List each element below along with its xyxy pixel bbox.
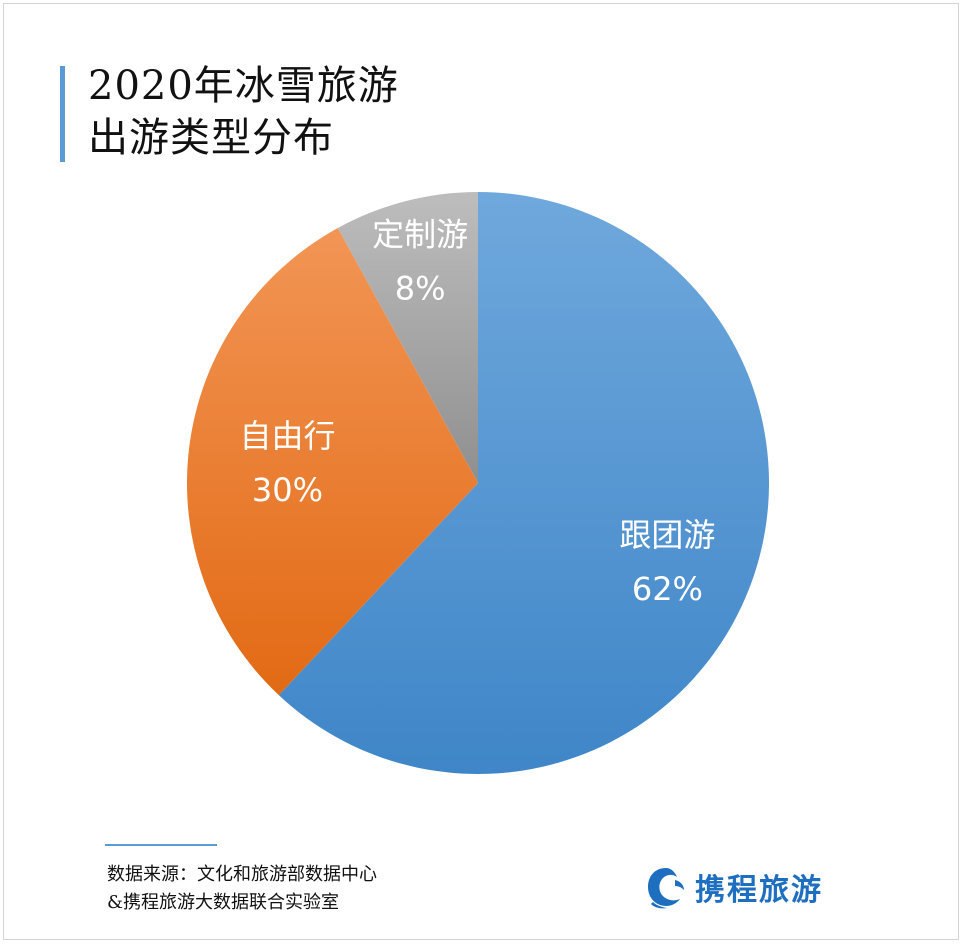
pie-slice-3 xyxy=(337,192,478,483)
slice-category-label-1: 跟团游 xyxy=(619,516,715,554)
chart-title: 2020年冰雪旅游 出游类型分布 xyxy=(88,60,399,164)
ctrip-logo: 携程旅游 xyxy=(645,862,823,912)
source-divider xyxy=(105,844,217,846)
image-frame xyxy=(3,3,959,940)
slice-value-label-2: 30% xyxy=(252,471,323,509)
chart-title-line-2: 出游类型分布 xyxy=(88,115,334,161)
dolphin-icon xyxy=(648,868,684,909)
title-accent-bar xyxy=(60,66,65,162)
source-line-1: 数据来源：文化和旅游部数据中心 xyxy=(107,864,377,885)
source-line-2: &携程旅游大数据联合实验室 xyxy=(107,892,340,913)
chart-title-line-1: 2020年冰雪旅游 xyxy=(88,63,399,109)
data-source-note: 数据来源：文化和旅游部数据中心 &携程旅游大数据联合实验室 xyxy=(107,861,377,917)
pie-slice-1 xyxy=(278,192,769,774)
logo-text: 携程旅游 xyxy=(695,873,823,908)
pie-slice-2 xyxy=(187,227,479,696)
slice-category-label-3: 定制游 xyxy=(372,216,468,254)
slice-value-label-3: 8% xyxy=(395,270,446,308)
slice-value-label-1: 62% xyxy=(632,570,703,608)
slice-category-label-2: 自由行 xyxy=(239,417,335,455)
